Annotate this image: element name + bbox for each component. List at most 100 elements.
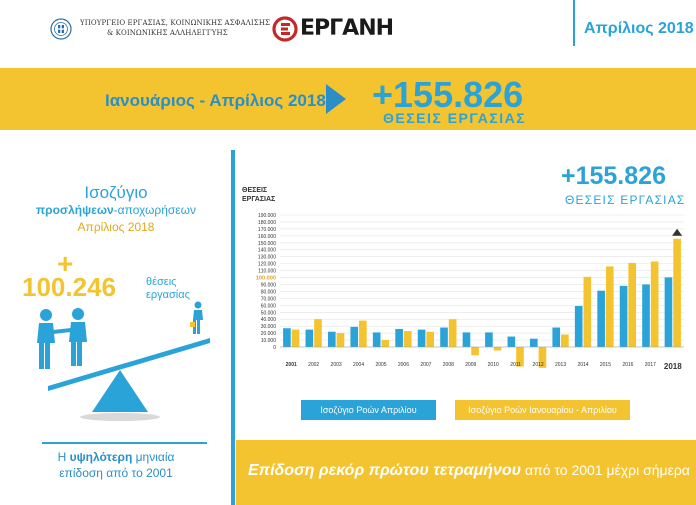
bar xyxy=(327,331,336,347)
bar xyxy=(574,306,583,347)
balance-subtitle-rest: -αποχωρήσεων xyxy=(113,203,197,217)
ministry-name-line1: ΥΠΟΥΡΓΕΙΟ ΕΡΓΑΣΙΑΣ, ΚΟΙΝΩΝΙΚΗΣ ΑΣΦΑΛΙΣΗΣ xyxy=(80,19,271,27)
bar xyxy=(381,340,390,347)
x-tick-label: 2014 xyxy=(577,362,588,368)
vertical-divider xyxy=(231,150,235,505)
bar xyxy=(440,327,448,347)
ministry-name-line2: & ΚΟΙΝΩΝΙΚΗΣ ΑΛΛΗΛΕΓΓΥΗΣ xyxy=(107,29,228,37)
balance-subtitle: προσλήψεων-αποχωρήσεων xyxy=(0,203,232,217)
summary-band xyxy=(0,68,696,130)
april-balance-value: 100.246 xyxy=(22,272,116,302)
y-tick-label: 90.000 xyxy=(261,282,277,288)
left-divider-line xyxy=(42,442,207,444)
bar xyxy=(462,332,471,347)
note-post: μηνιαία xyxy=(135,450,175,464)
bar xyxy=(583,276,592,347)
note-bold: υψηλότερη xyxy=(69,450,133,464)
y-tick-label: 150.000 xyxy=(258,241,276,247)
bar xyxy=(552,327,561,347)
y-tick-label: 70.000 xyxy=(261,296,277,302)
chart-total-value: +155.826 xyxy=(561,162,666,190)
bar xyxy=(642,284,650,347)
band-period: Ιανουάριος - Απρίλιος 2018 xyxy=(105,91,326,110)
band-total-value: +155.826 xyxy=(372,74,524,115)
bar xyxy=(516,347,524,367)
balance-title: Ισοζύγιο xyxy=(84,183,148,202)
bar xyxy=(561,334,569,347)
x-tick-label: 2007 xyxy=(420,362,431,368)
y-tick-label: 20.000 xyxy=(261,331,277,337)
y-tick-label: 170.000 xyxy=(258,227,276,233)
band-unit: ΘΕΣΕΙΣ ΕΡΓΑΣΙΑΣ xyxy=(383,110,527,126)
chart-total-unit: ΘΕΣΕΙΣ ΕΡΓΑΣΙΑΣ xyxy=(565,193,686,207)
x-tick-label: 2004 xyxy=(353,362,364,368)
y-tick-label: 40.000 xyxy=(261,317,277,323)
bar xyxy=(350,326,359,347)
bottom-banner-text: Επίδοση ρεκόρ πρώτου τετραμήνου από το 2… xyxy=(248,462,690,480)
x-tick-label: 2018 xyxy=(664,362,682,371)
bar xyxy=(291,329,300,347)
bar xyxy=(471,347,479,356)
april-balance-unit-line2: εργασίας xyxy=(146,289,190,301)
y-tick-label: 50.000 xyxy=(261,310,277,316)
x-tick-label: 2002 xyxy=(308,362,319,368)
x-tick-label: 2015 xyxy=(600,362,611,368)
y-tick-label: 60.000 xyxy=(261,303,277,309)
ministry-emblem-icon xyxy=(50,18,72,40)
legend-april: Ισοζύγιο Ροών Απριλίου xyxy=(301,400,436,420)
bottom-banner xyxy=(236,440,696,505)
x-tick-label: 2006 xyxy=(398,362,409,368)
record-marker-icon xyxy=(672,228,683,236)
x-tick-label: 2010 xyxy=(488,362,499,368)
seesaw-illustration-icon xyxy=(37,301,210,421)
bar xyxy=(448,319,457,347)
x-tick-label: 2001 xyxy=(286,362,297,368)
bar xyxy=(417,329,426,347)
y-axis-label-line1: ΘΕΣΕΙΣ xyxy=(242,187,268,194)
bar xyxy=(305,329,314,347)
bottom-banner-bold: Επίδοση ρεκόρ πρώτου τετραμήνου xyxy=(248,462,522,479)
y-axis-label-line2: ΕΡΓΑΣΙΑΣ xyxy=(242,196,276,203)
highest-month-note: Η υψηλότερη μηνιαία xyxy=(0,450,232,464)
bar xyxy=(485,332,493,347)
y-tick-label: 160.000 xyxy=(258,234,276,240)
bar xyxy=(372,332,381,347)
balance-month: Απρίλιος 2018 xyxy=(77,220,155,234)
bar xyxy=(605,266,614,347)
y-tick-label: 80.000 xyxy=(261,289,277,295)
x-tick-label: 2009 xyxy=(465,362,476,368)
bar xyxy=(619,285,628,347)
bar xyxy=(395,328,403,347)
bar-chart: 010.00020.00030.00040.00050.00060.00070.… xyxy=(256,213,684,371)
ergani-brand: ΕΡΓΑΝΗ xyxy=(300,16,394,41)
y-tick-label: 190.000 xyxy=(258,213,276,219)
x-tick-label: 2017 xyxy=(645,362,656,368)
bar xyxy=(597,290,605,347)
y-tick-label: 110.000 xyxy=(258,269,276,275)
bar xyxy=(426,331,435,347)
bar xyxy=(493,347,502,351)
bar xyxy=(650,261,659,347)
y-tick-label: 0 xyxy=(273,345,276,351)
legend-jan-apr: Ισοζύγιο Ροών Ιανουαρίου - Απριλίου xyxy=(455,400,630,420)
x-tick-label: 2003 xyxy=(331,362,342,368)
bar xyxy=(507,336,516,347)
y-tick-label: 30.000 xyxy=(261,324,277,330)
bar xyxy=(336,333,345,347)
bottom-banner-rest: από το 2001 μέχρι σήμερα xyxy=(525,462,690,478)
x-tick-label: 2016 xyxy=(622,362,633,368)
x-tick-label: 2005 xyxy=(375,362,386,368)
highest-month-note-line2: επίδοση από το 2001 xyxy=(59,466,173,480)
ergani-logo-icon xyxy=(272,16,298,42)
bar xyxy=(628,262,637,347)
x-tick-label: 2013 xyxy=(555,362,566,368)
x-tick-label: 2012 xyxy=(533,362,544,368)
y-tick-label: 120.000 xyxy=(258,262,276,268)
note-pre: Η xyxy=(57,450,67,464)
april-balance-unit-line1: θέσεις xyxy=(146,276,177,288)
bar xyxy=(359,320,367,347)
bar xyxy=(673,238,681,347)
y-tick-label: 100.000 xyxy=(256,276,276,282)
y-tick-label: 140.000 xyxy=(258,248,276,254)
bar xyxy=(529,338,538,347)
